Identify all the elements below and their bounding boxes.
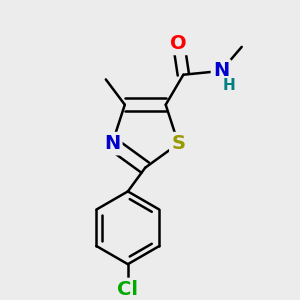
Text: N: N xyxy=(213,61,229,80)
Text: O: O xyxy=(170,34,187,53)
Text: S: S xyxy=(171,134,185,153)
Text: H: H xyxy=(223,78,236,93)
Text: Cl: Cl xyxy=(117,280,138,299)
Text: N: N xyxy=(104,134,120,153)
